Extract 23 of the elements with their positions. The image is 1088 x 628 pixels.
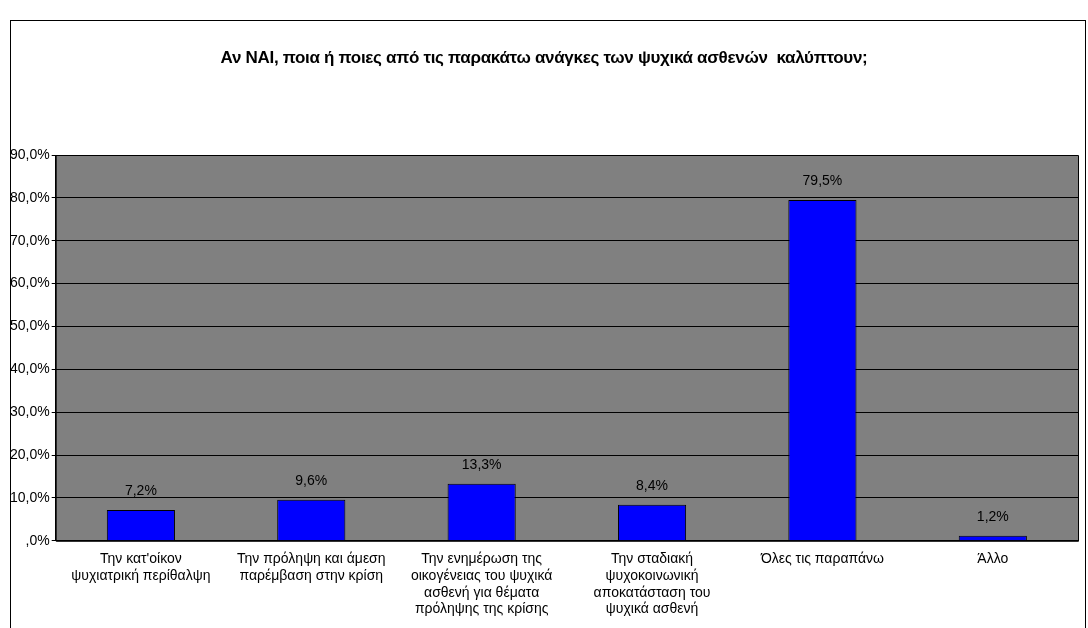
- y-tick-label: 70,0%: [9, 231, 50, 248]
- y-tick-label: 50,0%: [9, 317, 50, 334]
- x-tick-label: Την σταδιακή ψυχοκοινωνική αποκατάσταση του ψυχικά ασθενή: [593, 550, 711, 617]
- data-label: 13,3%: [461, 455, 502, 472]
- y-tick-label: 60,0%: [9, 274, 50, 291]
- data-label: 8,4%: [636, 476, 668, 493]
- x-tick-label: Την πρόληψη και άμεση παρέμβαση στην κρίση: [237, 550, 386, 583]
- data-label: 79,5%: [802, 171, 843, 188]
- x-tick-label: Όλες τις παραπάνω: [759, 550, 885, 567]
- y-tick-label: 10,0%: [9, 488, 50, 505]
- data-label: 1,2%: [976, 507, 1009, 524]
- data-label: 9,6%: [295, 471, 328, 488]
- y-tick-label: 90,0%: [9, 145, 50, 162]
- x-tick-label: Την κατ'οίκον ψυχιατρική περίθαλψη: [71, 550, 211, 583]
- y-tick-label: 20,0%: [9, 445, 50, 462]
- chart-title: Αν ΝΑΙ, ποια ή ποιες από τις παρακάτω ανάγκες των ψυχικά ασθενών καλύπτουν;: [219, 48, 869, 68]
- y-tick-label: 80,0%: [9, 188, 50, 205]
- y-tick-label: 40,0%: [9, 360, 50, 377]
- data-label: 7,2%: [124, 481, 157, 498]
- y-tick-label: ,0%: [25, 531, 50, 548]
- y-tick-label: 30,0%: [9, 403, 50, 420]
- x-tick-label: Την ενημέρωση της οικογένειας του ψυχικά ασθενή για θέματα πρόληψης της κρίσης: [410, 550, 553, 617]
- x-tick-label: Άλλο: [977, 550, 1009, 567]
